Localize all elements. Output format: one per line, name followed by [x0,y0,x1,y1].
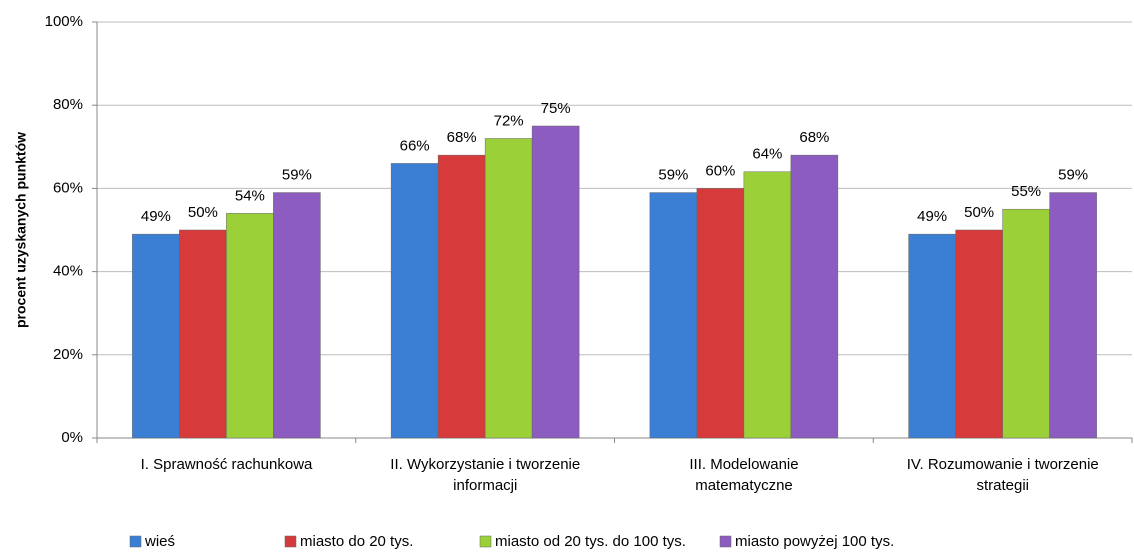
data-label: 59% [1058,167,1088,184]
y-tick-label: 0% [61,429,83,446]
legend-swatch [719,535,732,548]
data-label: 50% [964,204,994,221]
data-label: 66% [400,137,430,154]
y-tick-label: 80% [53,96,83,113]
bar [226,213,274,439]
data-label: 68% [799,129,829,146]
bar [484,138,533,439]
bar [179,229,227,439]
y-tick-label: 40% [53,263,83,280]
legend-label: wieś [144,533,175,550]
data-label: 64% [752,146,782,163]
legend-label: miasto powyżej 100 tys. [735,533,894,550]
bar [696,188,745,439]
legend-swatch [284,535,297,548]
bar [390,163,439,439]
y-tick-label: 60% [53,179,83,196]
bar [743,171,792,439]
data-label: 49% [917,208,947,225]
data-label: 59% [658,167,688,184]
data-label: 75% [541,100,571,117]
x-tick-label: III. Modelowanie matematyczne [689,456,799,494]
data-label: 59% [282,167,312,184]
bar [437,154,486,439]
data-label: 60% [705,162,735,179]
legend-label: miasto do 20 tys. [300,533,413,550]
data-label: 54% [235,187,265,204]
legend-swatch [129,535,142,548]
bar [132,233,180,439]
bar [273,192,321,439]
bar [1049,192,1097,439]
data-label: 50% [188,204,218,221]
bar [908,233,956,439]
bar [790,154,839,439]
data-label: 49% [141,208,171,225]
legend-swatch [479,535,492,548]
bar [531,125,580,439]
y-axis-label: procent uzyskanych punktów [13,132,29,328]
data-label: 55% [1011,183,1041,200]
bar [649,192,698,439]
legend-label: miasto od 20 tys. do 100 tys. [495,533,686,550]
data-label: 68% [447,129,477,146]
x-tick-label: IV. Rozumowanie i tworzenie strategii [906,456,1099,494]
y-tick-label: 20% [53,346,83,363]
data-label: 72% [494,112,524,129]
x-tick-label: I. Sprawność rachunkowa [140,456,313,473]
y-tick-label: 100% [45,13,83,30]
bar [955,229,1003,439]
bar [1002,208,1050,439]
x-tick-label: II. Wykorzystanie i tworzenie informacji [390,456,581,494]
